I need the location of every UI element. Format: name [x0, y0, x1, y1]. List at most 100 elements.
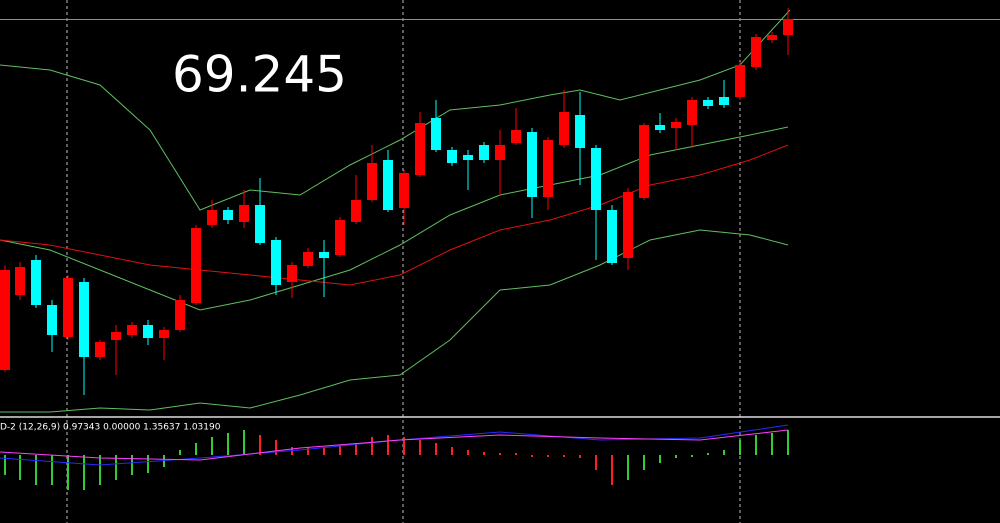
candle-body: [351, 200, 361, 222]
histogram-bar: [131, 455, 133, 475]
histogram-bar: [403, 437, 405, 455]
histogram-bar: [243, 430, 245, 455]
candle-body: [719, 97, 729, 105]
candle-body: [527, 132, 537, 197]
histogram-bar: [451, 447, 453, 455]
candle-body: [687, 100, 697, 125]
histogram-bar: [499, 453, 501, 455]
histogram-bar: [611, 455, 613, 485]
candle-body: [271, 240, 281, 285]
histogram-bar: [323, 447, 325, 455]
candle-body: [383, 160, 393, 210]
histogram-bar: [147, 455, 149, 473]
candle-body: [607, 210, 617, 263]
histogram-bar: [339, 445, 341, 455]
histogram-bar: [195, 443, 197, 455]
histogram-bar: [563, 455, 565, 457]
histogram-bar: [675, 455, 677, 458]
candle-body: [0, 270, 10, 370]
candle-body: [79, 282, 89, 357]
candle-body: [655, 125, 665, 130]
candle-body: [255, 205, 265, 243]
indicator-title: D-2 (12,26,9) 0.97343 0.00000 1.35637 1.…: [0, 423, 221, 433]
histogram-bar: [4, 455, 6, 475]
histogram-bar: [579, 455, 581, 458]
candle-body: [479, 145, 489, 160]
candle-body: [623, 192, 633, 258]
histogram-bar: [179, 450, 181, 455]
candle-body: [559, 112, 569, 145]
indicator-line: [0, 429, 789, 461]
histogram-bar: [99, 455, 101, 485]
histogram-bar: [275, 440, 277, 455]
histogram-bar: [387, 435, 389, 455]
candle-body: [751, 37, 761, 67]
indicator-line: [0, 144, 789, 286]
candle-body: [671, 122, 681, 128]
histogram-bar: [35, 455, 37, 485]
candle-body: [511, 130, 521, 143]
candle-body: [95, 342, 105, 357]
histogram-bar: [723, 450, 725, 455]
price-label: 69.245: [172, 46, 347, 104]
histogram-bar: [259, 435, 261, 455]
candle-body: [703, 100, 713, 106]
histogram-bar: [467, 450, 469, 455]
candle-body: [399, 173, 409, 208]
histogram-bar: [755, 435, 757, 455]
histogram-bar: [707, 453, 709, 455]
candle-body: [335, 220, 345, 255]
histogram-bar: [595, 455, 597, 470]
histogram-bar: [211, 437, 213, 455]
candle-body: [463, 155, 473, 160]
candle-body: [191, 228, 201, 303]
candle-body: [367, 163, 377, 200]
candle-body: [127, 325, 137, 335]
candle-body: [63, 278, 73, 337]
histogram-bar: [115, 455, 117, 480]
histogram-bar: [83, 455, 85, 490]
candle-body: [431, 118, 441, 150]
candle-body: [543, 140, 553, 197]
histogram-bar: [515, 453, 517, 455]
histogram-bar: [227, 433, 229, 455]
candle-body: [319, 252, 329, 258]
candle-body: [223, 210, 233, 220]
indicator-line: [0, 229, 789, 413]
candle-body: [111, 332, 121, 340]
histogram-bar: [787, 430, 789, 455]
histogram-bar: [371, 437, 373, 455]
histogram-bar: [771, 433, 773, 455]
histogram-bar: [419, 440, 421, 455]
candle-body: [239, 205, 249, 222]
histogram-bar: [483, 452, 485, 455]
candle-body: [415, 123, 425, 175]
candle-body: [575, 115, 585, 148]
candle-body: [287, 265, 297, 282]
candle-body: [47, 305, 57, 335]
histogram-bar: [51, 455, 53, 485]
candle-body: [767, 35, 777, 40]
histogram-bar: [627, 455, 629, 480]
histogram-bar: [643, 455, 645, 470]
histogram-bar: [739, 440, 741, 455]
candle-body: [735, 65, 745, 97]
candle-body: [143, 325, 153, 338]
candle-body: [207, 210, 217, 225]
candle-body: [495, 145, 505, 160]
candle-body: [783, 19, 793, 35]
candle-body: [175, 300, 185, 330]
histogram-bar: [531, 455, 533, 457]
histogram-bar: [19, 455, 21, 480]
histogram-bar: [691, 455, 693, 457]
indicator-line: [0, 126, 789, 311]
candle-body: [15, 267, 25, 295]
histogram-bar: [547, 455, 549, 457]
histogram-bar: [67, 455, 69, 490]
histogram-bar: [307, 447, 309, 455]
histogram-bar: [355, 443, 357, 455]
candle-body: [447, 150, 457, 163]
candle-body: [591, 148, 601, 210]
